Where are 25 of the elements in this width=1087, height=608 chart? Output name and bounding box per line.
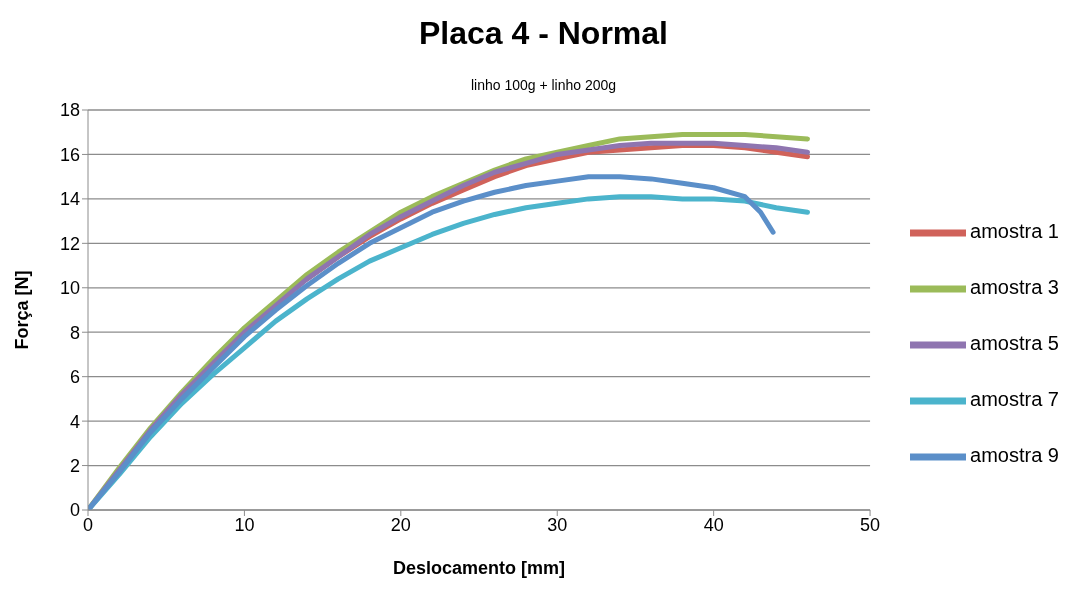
y-tick-label: 6 — [69, 367, 80, 388]
y-tick-label: 4 — [69, 411, 80, 432]
y-tick-label: 8 — [69, 322, 80, 343]
x-tick-label: 0 — [82, 514, 94, 535]
x-tick-label: 40 — [703, 514, 724, 535]
legend-label: amostra 9 — [970, 444, 1059, 467]
y-tick-label: 10 — [59, 278, 80, 299]
y-tick-label: 0 — [69, 500, 80, 521]
x-tick-label: 20 — [390, 514, 411, 535]
legend-label: amostra 3 — [970, 276, 1059, 299]
chart-title: Placa 4 - Normal — [418, 14, 669, 53]
x-tick-label: 30 — [547, 514, 568, 535]
x-tick-label: 50 — [860, 514, 881, 535]
legend-label: amostra 7 — [970, 388, 1059, 411]
x-tick-label: 10 — [234, 514, 255, 535]
y-tick-label: 16 — [59, 144, 80, 165]
x-axis-title: Deslocamento [mm] — [393, 558, 566, 578]
y-tick-label: 18 — [59, 100, 80, 121]
y-tick-label: 14 — [59, 189, 80, 210]
legend-label: amostra 5 — [970, 332, 1059, 355]
chart-subtitle: linho 100g + linho 200g — [469, 76, 618, 95]
y-tick-label: 2 — [69, 455, 80, 476]
y-tick-label: 12 — [59, 233, 80, 254]
y-axis-title: Força [N] — [12, 270, 33, 350]
legend-label: amostra 1 — [970, 220, 1059, 243]
